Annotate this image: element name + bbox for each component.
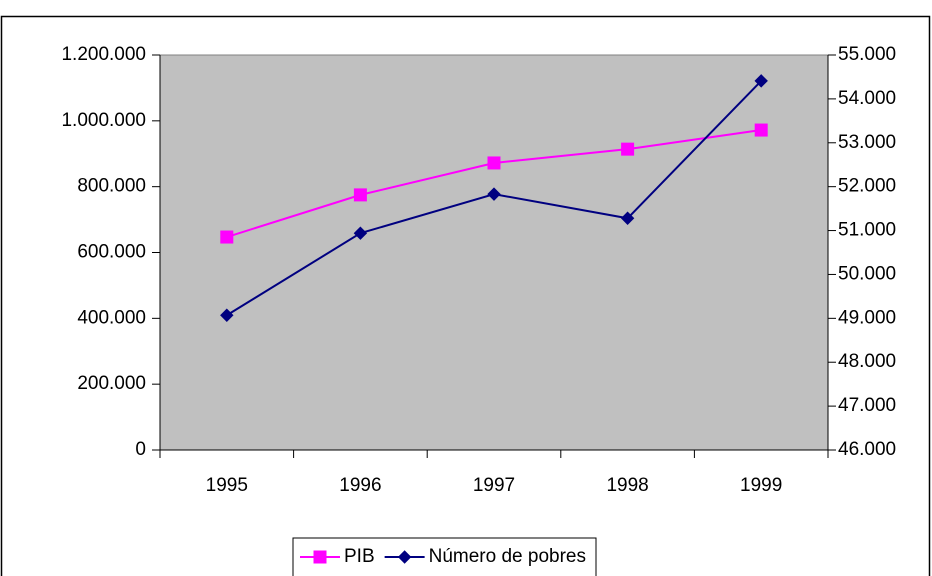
- y2-tick-label: 51.000: [838, 220, 896, 241]
- y2-tick-label: 47.000: [838, 395, 896, 416]
- y2-tick-label: 50.000: [838, 263, 896, 284]
- y2-tick-label: 53.000: [838, 132, 896, 153]
- y2-tick-label: 55.000: [838, 44, 896, 65]
- x-tick-label: 1996: [339, 475, 381, 496]
- legend-label: Número de pobres: [429, 546, 586, 567]
- series-marker: [220, 308, 234, 322]
- x-tick-label: 1995: [206, 475, 248, 496]
- series-marker: [353, 226, 368, 240]
- series-marker: [754, 74, 768, 88]
- legend-marker: [397, 550, 412, 564]
- series-marker: [487, 156, 501, 170]
- y2-tick-label: 48.000: [838, 351, 896, 372]
- x-tick-label: 1997: [473, 475, 515, 496]
- series-marker: [487, 187, 501, 201]
- plot-area: [159, 54, 829, 451]
- y-tick-label: 600.000: [77, 242, 146, 263]
- series-marker: [754, 123, 768, 137]
- series-marker: [621, 142, 635, 156]
- x-tick-label: 1998: [606, 475, 648, 496]
- y2-tick-label: 54.000: [838, 88, 896, 109]
- x-tick-label: 1999: [740, 475, 782, 496]
- series-marker: [620, 211, 635, 225]
- y2-tick-label: 46.000: [838, 439, 896, 460]
- series-marker: [353, 188, 367, 202]
- y-tick-label: 1.200.000: [61, 44, 146, 65]
- legend-marker: [313, 550, 327, 564]
- y-tick-label: 400.000: [77, 307, 146, 328]
- y-tick-label: 1.000.000: [61, 110, 146, 131]
- y-tick-label: 800.000: [77, 176, 146, 197]
- series-marker: [220, 230, 234, 244]
- legend: [292, 537, 597, 576]
- y-tick-label: 200.000: [77, 373, 146, 394]
- y-tick-label: 0: [135, 439, 146, 460]
- legend-label: PIB: [344, 546, 375, 567]
- y2-tick-label: 52.000: [838, 176, 896, 197]
- y2-tick-label: 49.000: [838, 307, 896, 328]
